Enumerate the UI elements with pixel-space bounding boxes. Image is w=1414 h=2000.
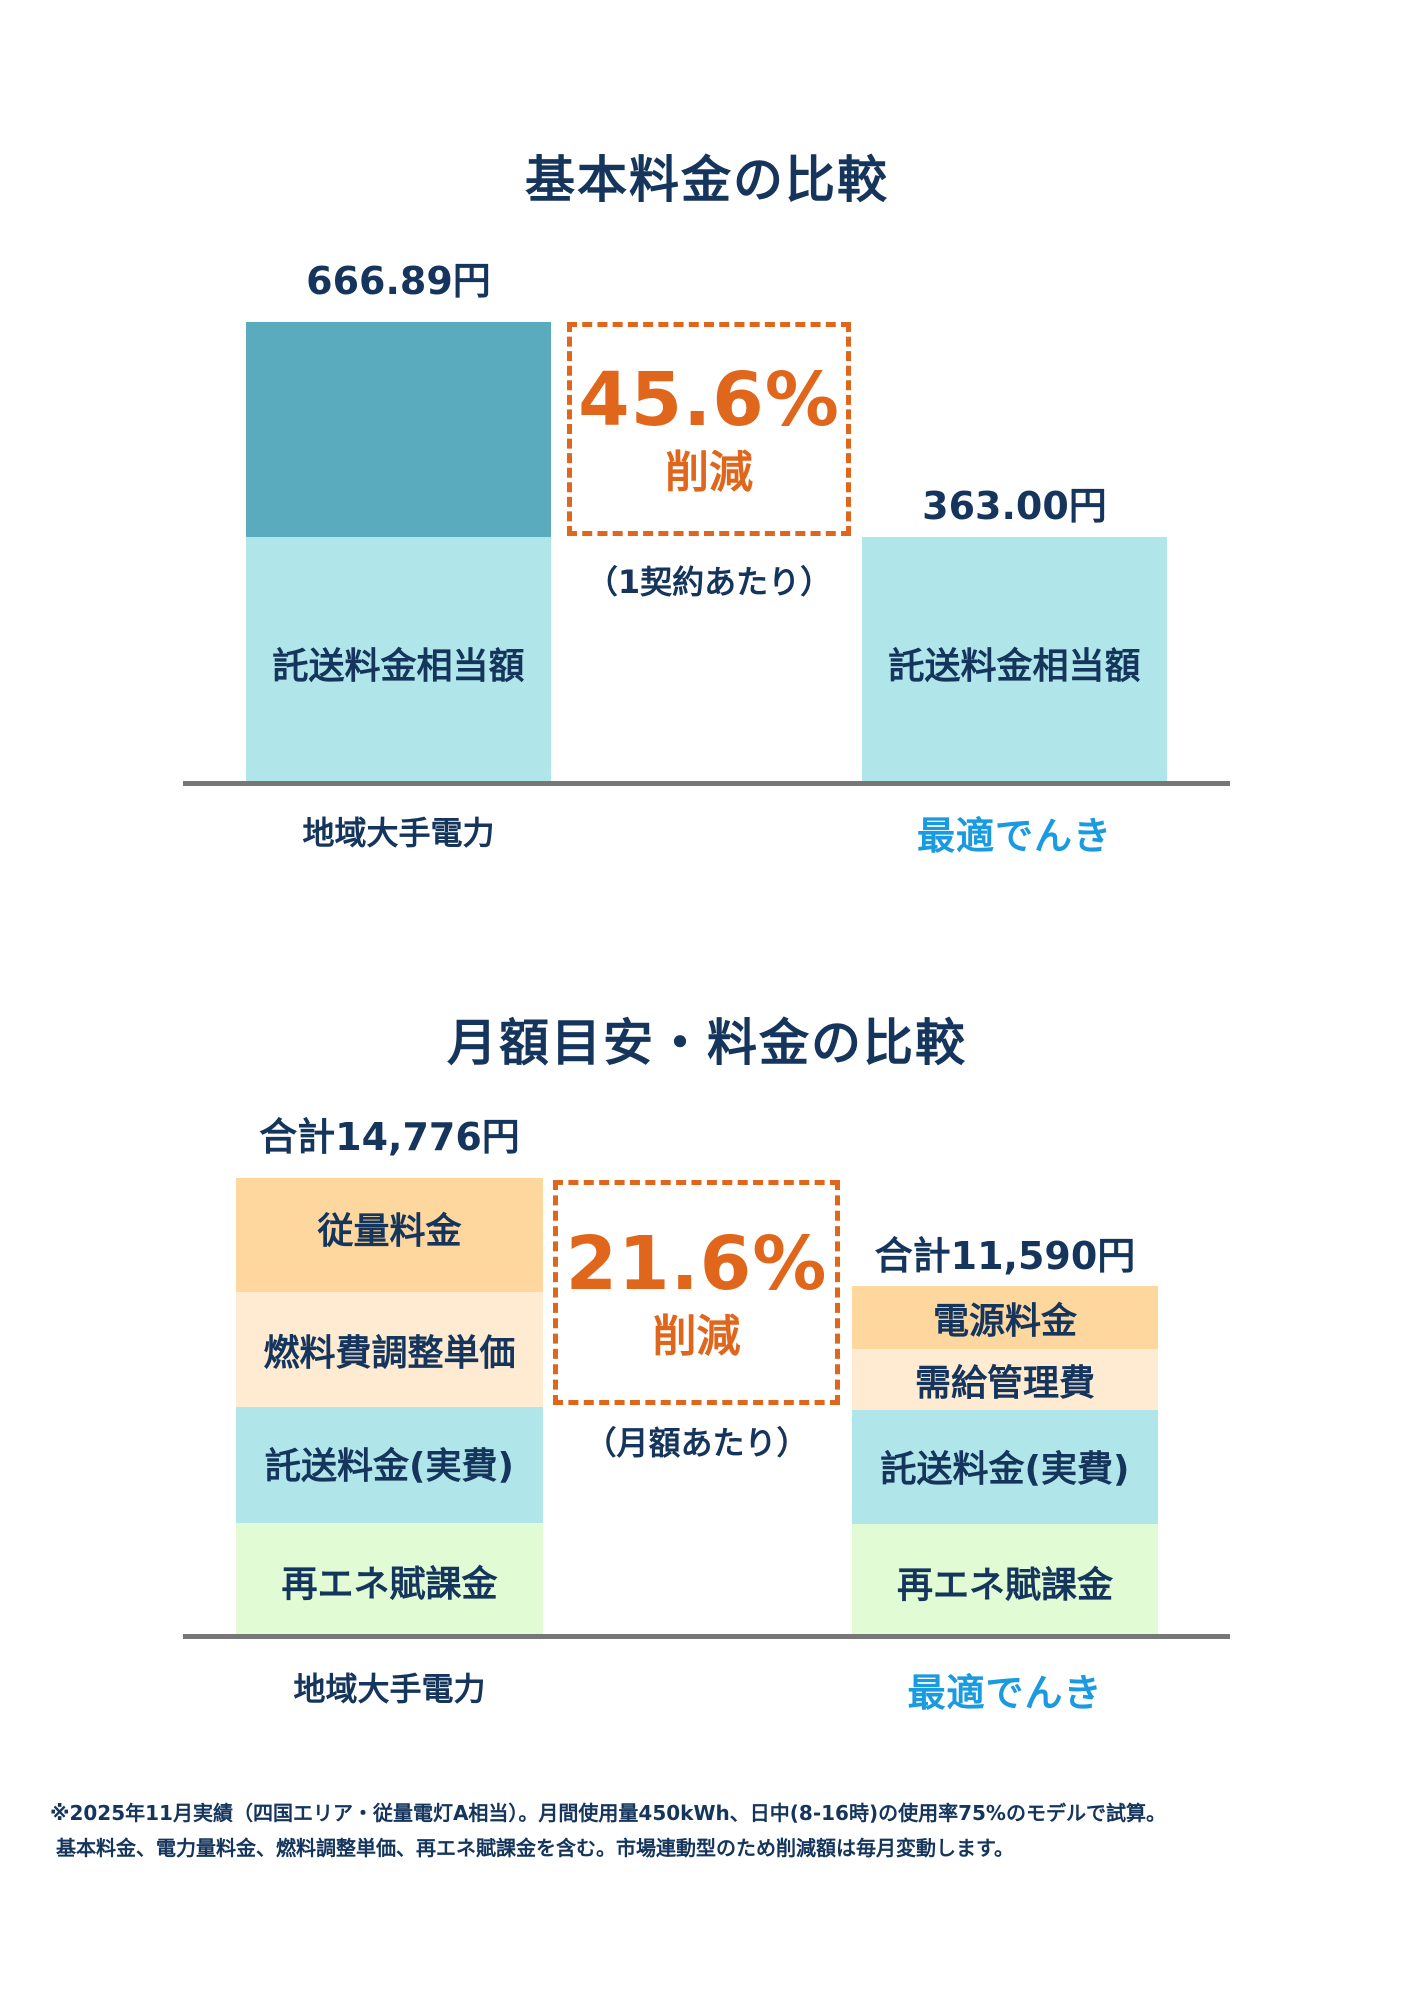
chart2-left-total: 合計14,776円	[259, 1115, 520, 1159]
chart1-axis-line	[183, 781, 1230, 786]
chart2-reduction-label: 削減	[652, 1310, 741, 1362]
chart2-right-seg-power: 電源料金	[852, 1286, 1158, 1349]
chart2-per-unit: （月額あたり）	[584, 1424, 809, 1462]
chart2-title: 月額目安・料金の比較	[447, 1014, 967, 1072]
chart1-left-bar: 託送料金相当額	[246, 322, 551, 783]
segment-label: 燃料費調整単価	[263, 1332, 516, 1374]
chart2-right-bar: 電源料金 需給管理費 託送料金(実費) 再エネ賦課金	[852, 1286, 1158, 1635]
footnote-line-2: 基本料金、電力量料金、燃料調整単価、再エネ賦課金を含む。市場連動型のため削減額は…	[56, 1836, 1014, 1860]
chart1-per-unit: （1契約あたり）	[585, 563, 833, 601]
chart1-left-seg-other	[246, 322, 551, 537]
chart2-right-total: 合計11,590円	[874, 1234, 1136, 1278]
footnote-line-1: ※2025年11月実績（四国エリア・従量電灯A相当）。月間使用量450kWh、日…	[50, 1801, 1166, 1825]
chart1-left-total: 666.89円	[306, 259, 491, 303]
chart2-left-seg-usage: 従量料金	[236, 1178, 543, 1292]
segment-label: 需給管理費	[914, 1362, 1095, 1404]
chart1-reduction-label: 削減	[665, 447, 753, 498]
chart1-title: 基本料金の比較	[525, 151, 889, 209]
segment-label: 託送料金相当額	[888, 646, 1141, 687]
segment-label: 託送料金(実費)	[880, 1449, 1130, 1490]
chart1-left-seg-transmission: 託送料金相当額	[246, 537, 551, 783]
chart2-right-seg-transmission: 託送料金(実費)	[852, 1410, 1158, 1524]
chart2-left-bar: 従量料金 燃料費調整単価 託送料金(実費) 再エネ賦課金	[236, 1178, 543, 1635]
chart2-left-seg-transmission: 託送料金(実費)	[236, 1407, 543, 1523]
chart2-right-seg-renewable: 再エネ賦課金	[852, 1524, 1158, 1635]
chart2-left-seg-fuel: 燃料費調整単価	[236, 1292, 543, 1407]
chart1-right-bar: 託送料金相当額	[862, 537, 1167, 783]
chart1-right-category-logo: 最適でんき	[916, 814, 1112, 858]
chart2-left-category: 地域大手電力	[293, 1670, 486, 1708]
chart2-axis-line	[183, 1634, 1230, 1639]
segment-label: 電源料金	[932, 1300, 1077, 1342]
chart1-left-category: 地域大手電力	[302, 814, 495, 852]
chart1-reduction-percent: 45.6%	[578, 357, 840, 443]
chart2-reduction-percent: 21.6%	[565, 1220, 828, 1307]
chart1-right-total: 363.00円	[922, 484, 1107, 528]
segment-label: 再エネ賦課金	[281, 1564, 498, 1605]
chart2-left-seg-renewable: 再エネ賦課金	[236, 1523, 543, 1635]
chart2-reduction-callout: 21.6% 削減	[553, 1180, 840, 1405]
segment-label: 託送料金(実費)	[265, 1446, 514, 1487]
segment-label: 再エネ賦課金	[896, 1565, 1113, 1606]
chart2-right-category-logo: 最適でんき	[907, 1671, 1103, 1715]
chart1-reduction-callout: 45.6% 削減	[567, 322, 851, 536]
chart2-right-seg-balancing: 需給管理費	[852, 1349, 1158, 1410]
chart1-right-seg-transmission: 託送料金相当額	[862, 537, 1167, 783]
segment-label: 従量料金	[317, 1211, 462, 1252]
segment-label: 託送料金相当額	[272, 646, 525, 687]
